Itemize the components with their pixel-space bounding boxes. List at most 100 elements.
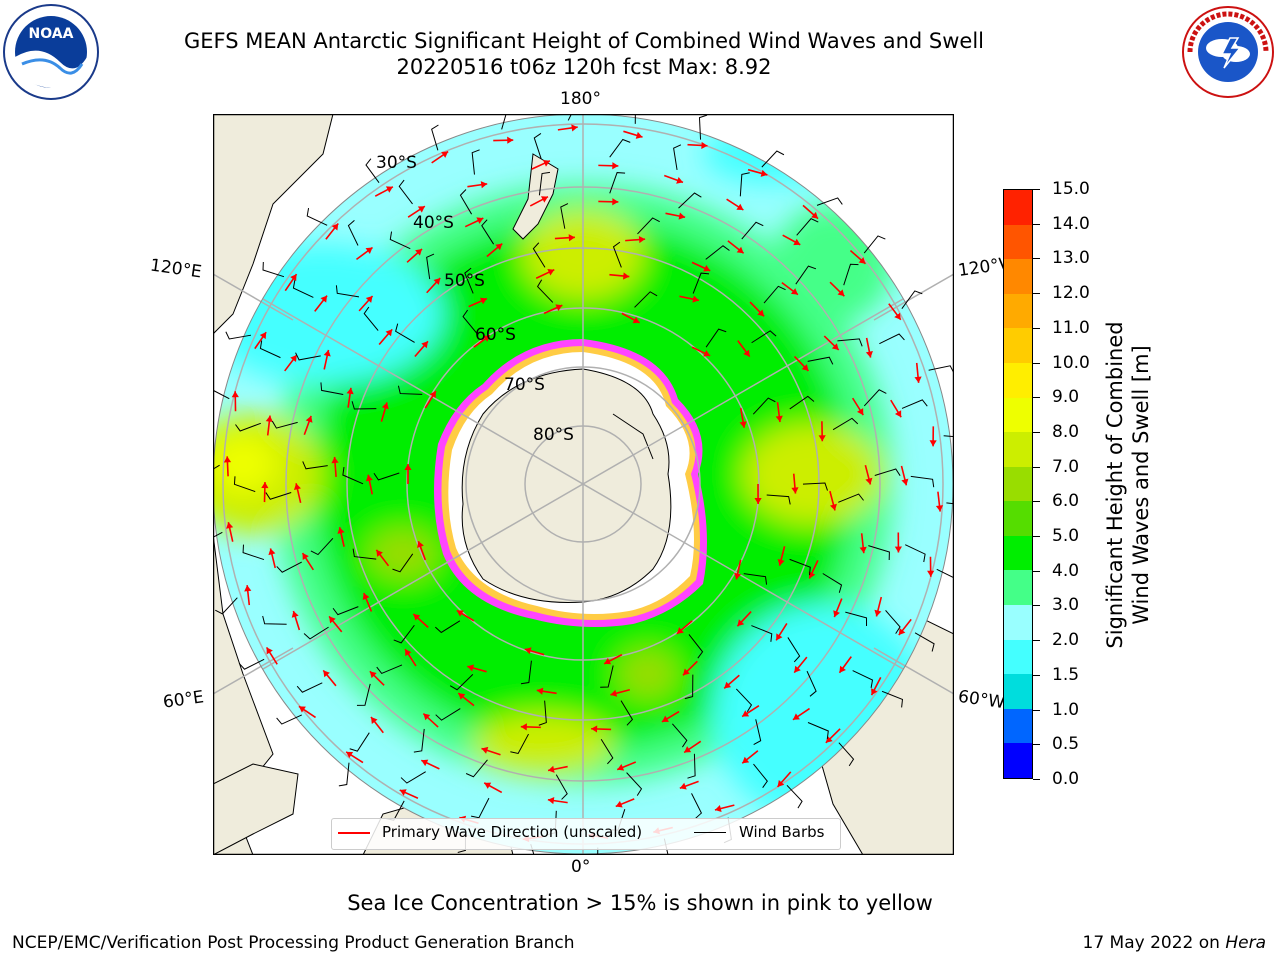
wind-barb (262, 615, 287, 625)
colorbar-tick-label: 0.5 (1052, 734, 1080, 755)
wind-barb (634, 114, 636, 124)
wave-direction-swatch (338, 832, 370, 834)
colorbar-tick-label: 11.0 (1052, 317, 1090, 338)
colorbar-segment (1004, 466, 1032, 502)
wind-barb (363, 306, 379, 331)
wave-arrow-head (571, 124, 578, 132)
lat-label-30s: 30°S (376, 153, 417, 173)
wind-barb (789, 558, 811, 576)
wind-barb (910, 475, 935, 488)
footer-date: 17 May 2022 on Hera (1083, 933, 1267, 953)
wave-arrow-head (495, 243, 503, 251)
wave-arrow-head (507, 136, 514, 144)
wind-barb (741, 221, 764, 240)
wave-arrow-head (622, 272, 630, 280)
wind-barb (397, 385, 423, 395)
wave-arrow-head (617, 763, 625, 771)
wind-barbs (213, 114, 954, 855)
wind-barb (347, 220, 359, 246)
colorbar-tick-mark (1033, 570, 1040, 572)
wave-arrow-head (818, 435, 826, 442)
wind-barb (609, 138, 631, 158)
wave-arrow-head (703, 264, 711, 272)
wind-barb (235, 422, 261, 432)
wave-arrow-head (857, 408, 864, 416)
wind-barb (845, 611, 868, 626)
wave-arrow-head (293, 483, 301, 491)
wave-arrow-head (859, 546, 867, 554)
lon-label-0: 0° (571, 857, 591, 877)
wave-arrow-head (223, 456, 232, 463)
footer-date-text: 17 May 2022 on (1082, 933, 1226, 953)
wind-barb (874, 468, 901, 476)
wave-arrow-head (404, 464, 412, 471)
wind-barb (753, 763, 768, 788)
wind-barb (533, 133, 542, 159)
wind-barb (766, 494, 791, 505)
wind-barb (901, 399, 928, 409)
wind-barb (672, 723, 688, 748)
wind-barb (213, 531, 223, 538)
lat-label-50s: 50°S (444, 271, 485, 291)
wind-barb (634, 291, 658, 308)
wave-arrow-head (480, 297, 487, 305)
wave-arrow-head (365, 247, 373, 254)
wave-arrow-head (775, 415, 783, 423)
lon-label-180: 180° (560, 89, 601, 109)
wind-barb (520, 660, 532, 685)
wave-arrow-head (305, 415, 313, 423)
wind-barb (302, 461, 328, 470)
colorbar-tick-mark (1033, 397, 1040, 399)
wind-barb (276, 714, 302, 725)
wind-barb (356, 683, 371, 706)
wind-barb (735, 688, 753, 713)
wind-barb (600, 665, 614, 688)
noaa-logo-text: NOAA (29, 26, 74, 42)
wave-arrow-head (742, 710, 750, 717)
wave-arrow-head (536, 687, 544, 695)
wave-arrow-head (405, 649, 412, 657)
wind-barb (338, 762, 350, 787)
wave-arrow-head (298, 706, 306, 713)
antarctica (461, 368, 672, 603)
colorbar-title: Significant Height of Combined Wind Wave… (1102, 321, 1154, 648)
wind-barb (395, 323, 415, 343)
colorbar-tick-mark (1033, 709, 1040, 711)
colorbar-segment (1004, 535, 1032, 571)
wave-arrow-head (458, 693, 466, 700)
wind-barb (620, 700, 634, 726)
wave-arrow-head (481, 746, 489, 754)
colorbar-tick-label: 2.0 (1052, 630, 1080, 651)
lon-label-120e: 120°E (148, 255, 203, 283)
wave-arrow-head (703, 349, 711, 357)
wave-arrow-head (871, 688, 878, 696)
wave-arrow-head (331, 456, 339, 464)
wind-barb (838, 742, 855, 767)
wave-arrow-head (792, 713, 800, 720)
wind-barb (678, 192, 702, 209)
wave-arrow-head (794, 665, 801, 673)
wave-arrow-head (555, 304, 563, 311)
wave-arrow-head (429, 391, 436, 399)
wave-arrow-head (777, 559, 785, 566)
wind-barb (609, 172, 626, 194)
wave-arrow-head (261, 482, 269, 489)
lon-label-60w: 60°W (956, 686, 1007, 714)
wave-arrow-head (591, 725, 598, 733)
wind-barb (352, 548, 377, 560)
wind-barb (335, 285, 360, 298)
wave-arrow-head (320, 295, 328, 303)
wind-barb (914, 632, 935, 652)
wind-barb (751, 625, 773, 642)
wind-barb (807, 722, 829, 739)
sea-ice-note: Sea Ice Concentration > 15% is shown in … (347, 891, 933, 915)
wind-barb (751, 330, 777, 344)
wave-arrow-head (638, 235, 646, 244)
wind-barb (435, 620, 461, 634)
colorbar-tick-label: 7.0 (1052, 456, 1080, 477)
colorbar-tick-label: 8.0 (1052, 421, 1080, 442)
wave-arrow-head (684, 746, 692, 753)
wind-barb (868, 545, 890, 561)
wave-arrow-head (484, 782, 492, 789)
wind-barb (310, 537, 334, 556)
